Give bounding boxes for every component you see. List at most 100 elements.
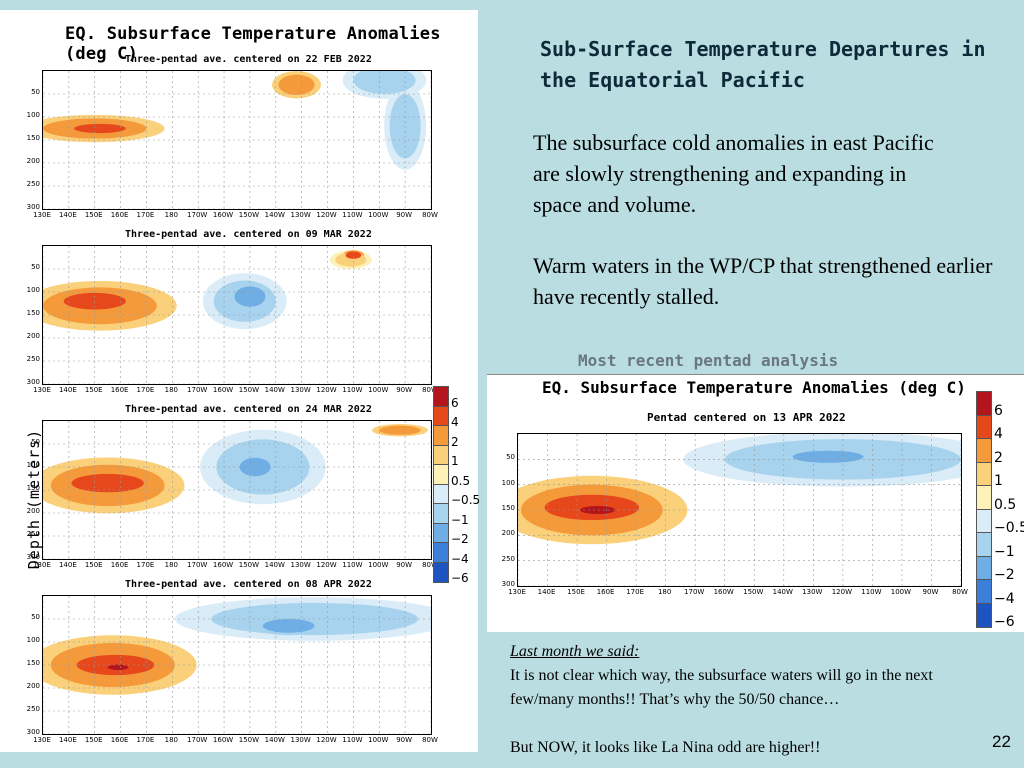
x-tick-label: 160W	[212, 561, 234, 569]
legend-label: 4	[994, 426, 1003, 443]
panel-title: EQ. Subsurface Temperature Anomalies (de…	[542, 378, 966, 397]
plot-frame	[517, 433, 962, 587]
y-tick-label: 250	[501, 554, 515, 563]
warm-anomaly-region	[345, 251, 362, 259]
x-tick-label: 150W	[238, 561, 260, 569]
x-tick-label: 140E	[58, 211, 77, 219]
x-tick-label: 170E	[136, 736, 155, 744]
x-tick-label: 170W	[684, 588, 705, 596]
x-tick-label: 160E	[596, 588, 615, 596]
legend-label: −6	[994, 614, 1015, 631]
x-tick-label: 150E	[567, 588, 585, 596]
x-tick-label: 170E	[136, 386, 155, 394]
legend-swatch	[433, 522, 449, 544]
x-tick-label: 80W	[422, 211, 438, 219]
warm-anomaly-region	[71, 473, 144, 493]
heatmap-plot	[43, 421, 431, 559]
x-tick-label: 180	[657, 588, 672, 596]
legend-label: 1	[994, 473, 1003, 490]
x-tick-label: 140E	[537, 588, 556, 596]
legend-label: −2	[451, 532, 469, 547]
legend-label: −2	[994, 567, 1015, 584]
legend-label: 6	[451, 395, 459, 410]
x-tick-label: 80W	[422, 561, 438, 569]
x-tick-label: 160E	[110, 561, 129, 569]
cold-anomaly-region	[353, 71, 416, 94]
x-tick-label: 90W	[396, 211, 413, 219]
y-tick-label: 200	[26, 157, 40, 165]
subplot-1: Three-pentad ave. centered on 22 FEB 202…	[0, 10, 478, 219]
x-tick-label: 150W	[238, 736, 260, 744]
y-tick-label: 250	[26, 705, 40, 713]
y-tick-label: 200	[26, 682, 40, 690]
legend-label: 0.5	[451, 473, 471, 488]
x-tick-label: 80W	[952, 588, 968, 596]
y-tick-label: 300	[26, 378, 40, 386]
stacked-anomaly-panel: EQ. Subsurface Temperature Anomalies (de…	[0, 10, 481, 752]
x-tick-label: 170W	[187, 211, 208, 219]
legend-label: 1	[451, 454, 459, 469]
x-tick-label: 180	[164, 211, 179, 219]
y-tick-label: 300	[26, 203, 40, 211]
x-tick-label: 130W	[290, 211, 311, 219]
legend-label: 4	[451, 415, 459, 430]
x-tick-label: 130E	[508, 588, 526, 596]
y-tick-label: 300	[26, 553, 40, 561]
x-tick-label: 90W	[922, 588, 939, 596]
subplot-title: Three-pentad ave. centered on 24 MAR 202…	[125, 404, 372, 415]
plot-frame	[42, 595, 432, 735]
x-tick-label: 140W	[264, 561, 285, 569]
legend-swatch	[976, 508, 992, 534]
y-tick-label: 100	[26, 111, 40, 119]
panel-title: EQ. Subsurface Temperature Anomalies (de…	[65, 24, 441, 64]
y-tick-label: 300	[501, 580, 515, 588]
legend-label: 2	[451, 434, 459, 449]
legend-swatch	[976, 555, 992, 581]
legend-swatch	[976, 485, 992, 511]
x-tick-label: 140W	[772, 588, 793, 596]
plot-frame	[42, 420, 432, 560]
legend-label: −0.5	[451, 493, 481, 508]
x-tick-label: 130W	[290, 561, 311, 569]
legend-label: 2	[994, 449, 1003, 466]
y-tick-label: 300	[26, 728, 40, 736]
x-tick-label: 150W	[743, 588, 764, 596]
heatmap-plot	[43, 246, 431, 384]
x-tick-label: 90W	[396, 561, 413, 569]
x-tick-label: 150E	[84, 386, 103, 394]
y-tick-label: 150	[26, 309, 40, 317]
y-tick-label: 250	[26, 355, 40, 363]
legend-swatch	[433, 405, 449, 427]
x-tick-label: 180	[164, 736, 179, 744]
x-tick-label: 160W	[713, 588, 734, 596]
x-tick-label: 120W	[316, 561, 337, 569]
y-tick-label: 250	[26, 180, 40, 188]
y-tick-label: 100	[26, 286, 40, 294]
x-tick-label: 160W	[212, 386, 234, 394]
y-tick-label: 50	[31, 263, 40, 271]
legend-label: −4	[994, 590, 1015, 607]
legend-label: −1	[994, 543, 1015, 560]
legend-swatch	[976, 461, 992, 487]
x-tick-label: 90W	[396, 736, 413, 744]
x-tick-label: 140W	[264, 386, 285, 394]
legend-label: −0.5	[994, 520, 1024, 537]
x-tick-label: 130W	[802, 588, 823, 596]
x-tick-label: 140E	[58, 386, 77, 394]
heatmap-plot	[518, 434, 961, 586]
subplot-title: Three-pentad ave. centered on 08 APR 202…	[125, 579, 372, 590]
subplot-4: Three-pentad ave. centered on 08 APR 202…	[0, 535, 478, 744]
heatmap-plot	[43, 71, 431, 209]
note-line-1: It is not clear which way, the subsurfac…	[510, 667, 933, 708]
x-tick-label: 160E	[110, 386, 129, 394]
x-tick-label: 140E	[58, 561, 77, 569]
warm-anomaly-region	[580, 505, 616, 515]
y-tick-label: 150	[501, 504, 515, 512]
x-tick-label: 110W	[342, 386, 363, 394]
x-tick-label: 100W	[368, 736, 389, 744]
warm-anomaly-region	[379, 425, 421, 435]
x-tick-label: 100W	[368, 386, 389, 394]
cold-anomaly-region	[262, 619, 315, 633]
x-tick-label: 150E	[84, 561, 103, 569]
legend-swatch	[433, 444, 449, 466]
